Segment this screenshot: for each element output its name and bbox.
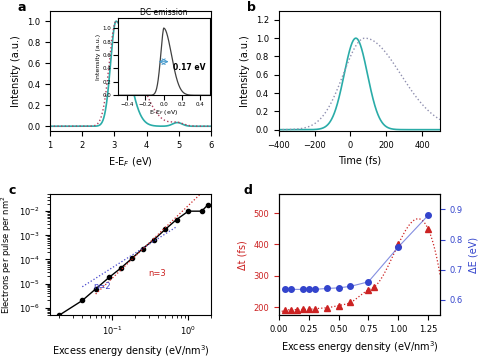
Text: n=2: n=2 (93, 282, 110, 291)
Y-axis label: Electrons per pulse per nm$^2$: Electrons per pulse per nm$^2$ (0, 195, 14, 314)
X-axis label: E-E$_F$ (eV): E-E$_F$ (eV) (108, 156, 153, 169)
Y-axis label: Intensity (a.u.): Intensity (a.u.) (240, 35, 250, 107)
Y-axis label: Intensity (a.u.): Intensity (a.u.) (12, 35, 22, 107)
X-axis label: Excess energy density (eV/nm$^3$): Excess energy density (eV/nm$^3$) (280, 339, 438, 355)
Text: a: a (18, 1, 26, 14)
Text: c: c (8, 184, 16, 197)
Text: n=3: n=3 (148, 269, 166, 279)
Y-axis label: ΔE (eV): ΔE (eV) (468, 237, 478, 273)
Text: d: d (244, 184, 252, 197)
Y-axis label: Δt (fs): Δt (fs) (238, 240, 248, 270)
Text: b: b (246, 1, 256, 14)
X-axis label: Time (fs): Time (fs) (338, 156, 381, 166)
X-axis label: Excess energy density (eV/nm$^3$): Excess energy density (eV/nm$^3$) (52, 343, 210, 358)
